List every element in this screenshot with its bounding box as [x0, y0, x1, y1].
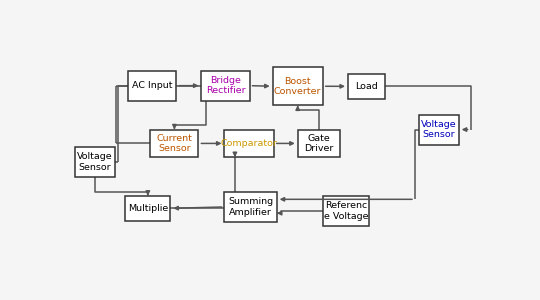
Bar [225, 130, 274, 157]
Text: Referenc
e Voltage: Referenc e Voltage [323, 201, 368, 220]
Bar [419, 115, 459, 145]
Bar [323, 196, 369, 226]
Text: Voltage
Sensor: Voltage Sensor [77, 152, 113, 172]
Text: Comparator: Comparator [221, 139, 278, 148]
Bar [273, 67, 323, 105]
Text: Current
Sensor: Current Sensor [157, 134, 192, 153]
Text: Bridge
Rectifier: Bridge Rectifier [206, 76, 245, 95]
Text: Summing
Amplifier: Summing Amplifier [228, 197, 273, 217]
Text: Gate
Driver: Gate Driver [304, 134, 333, 153]
Text: Voltage
Sensor: Voltage Sensor [421, 120, 457, 139]
Text: Load: Load [355, 82, 377, 91]
Text: Multiplie: Multiplie [128, 204, 168, 213]
Bar [125, 196, 171, 221]
Bar [128, 70, 176, 101]
Bar [75, 147, 115, 177]
Bar [150, 130, 199, 157]
Text: AC Input: AC Input [132, 81, 172, 90]
Bar [225, 192, 277, 222]
Bar [201, 70, 249, 101]
Text: Boost
Converter: Boost Converter [274, 76, 321, 96]
Bar [298, 130, 340, 157]
Bar [348, 74, 384, 99]
